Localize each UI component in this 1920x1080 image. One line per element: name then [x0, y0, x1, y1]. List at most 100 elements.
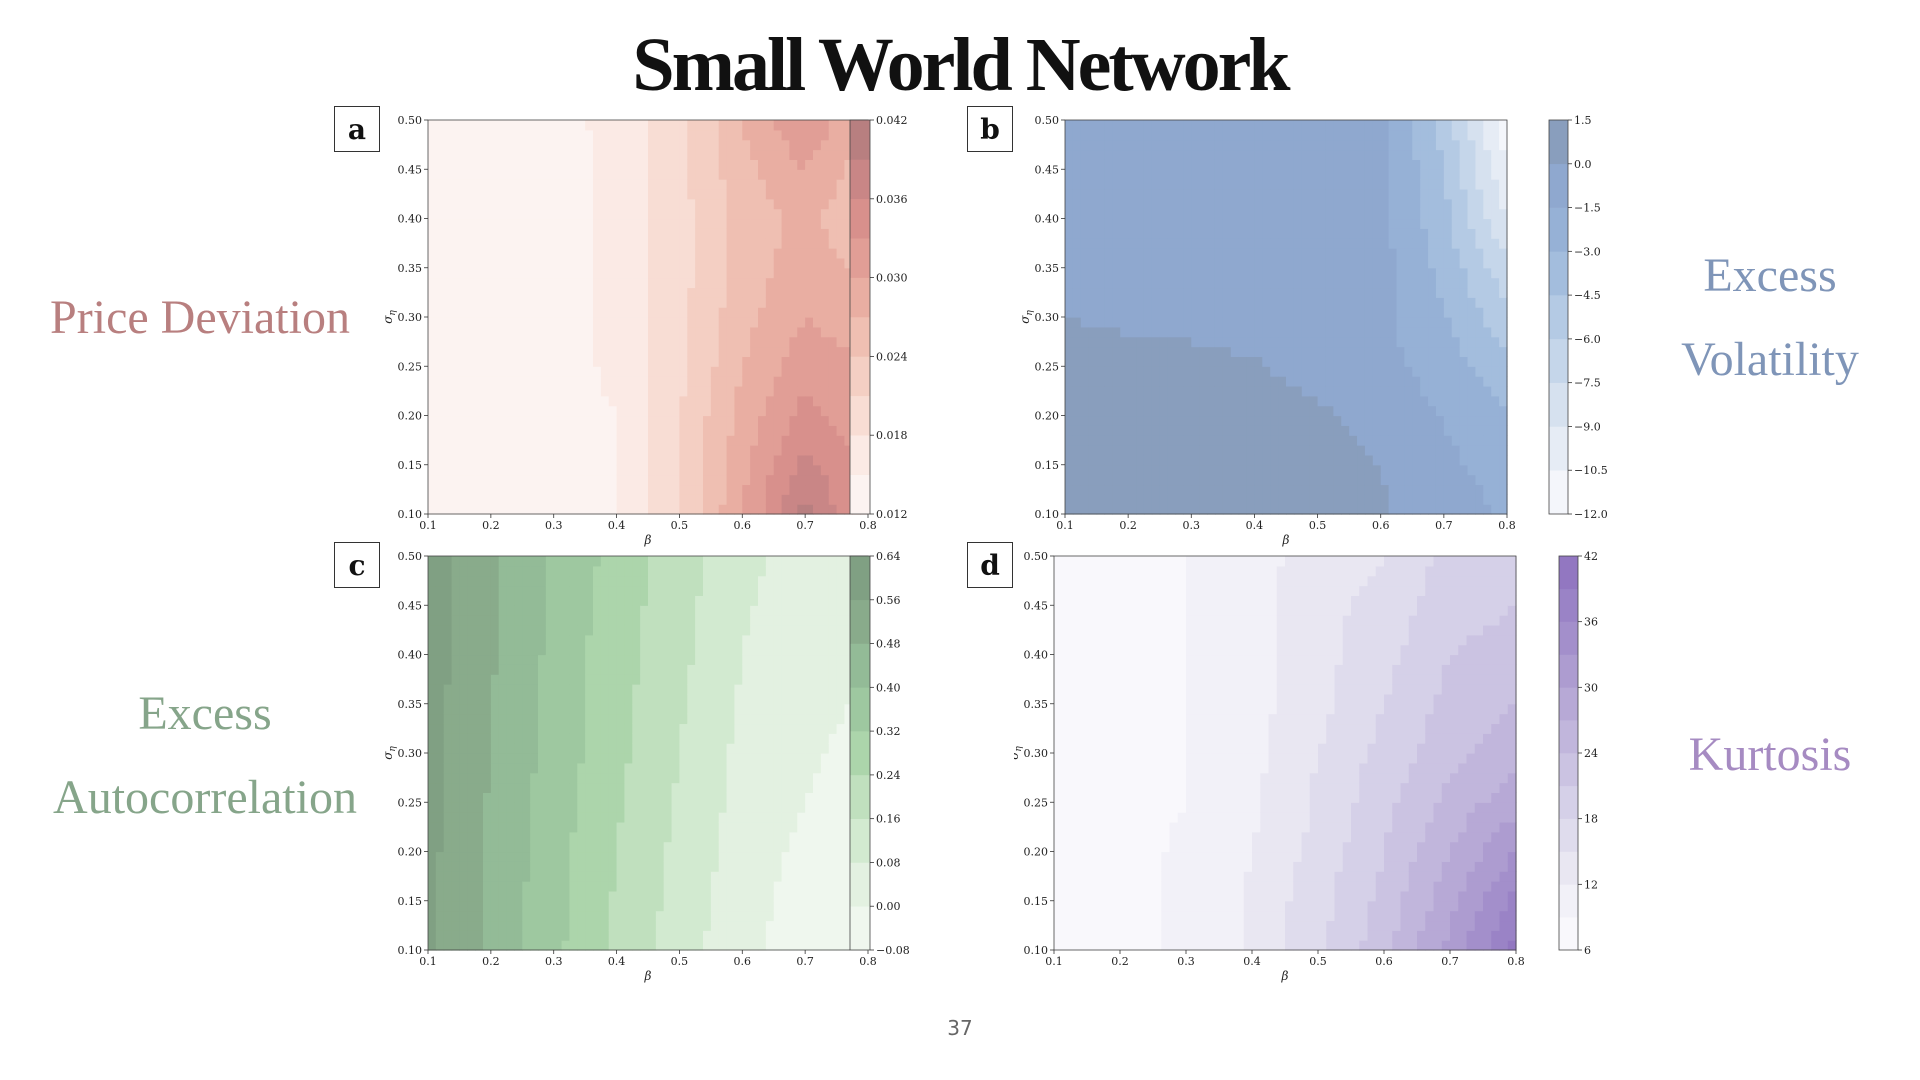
heatmap-cell: [1246, 405, 1256, 417]
heatmap-cell: [1183, 346, 1192, 357]
heatmap-cell: [1072, 248, 1082, 259]
heatmap-cell: [1214, 464, 1224, 476]
heatmap-cell: [1372, 474, 1382, 486]
heatmap-cell: [490, 565, 500, 577]
heatmap-cell: [435, 772, 445, 784]
heatmap-cell: [1270, 238, 1279, 249]
heatmap-cell: [1199, 198, 1208, 210]
heatmap-cell: [1191, 188, 1200, 200]
heatmap-cell: [1364, 179, 1374, 190]
heatmap-cell: [1372, 464, 1382, 476]
heatmap-cell: [443, 890, 453, 902]
heatmap-cell: [1443, 326, 1453, 338]
heatmap-cell: [428, 703, 437, 715]
heatmap-cell: [687, 228, 696, 239]
heatmap-cell: [467, 644, 476, 656]
heatmap-cell: [655, 405, 665, 417]
heatmap-cell: [1364, 267, 1374, 279]
heatmap-cell: [459, 415, 468, 426]
heatmap-cell: [1396, 415, 1405, 426]
heatmap-cell: [1262, 435, 1271, 446]
heatmap-cell: [1207, 435, 1216, 446]
heatmap-cell: [1199, 415, 1208, 426]
heatmap-cell: [750, 129, 759, 141]
heatmap-cell: [585, 425, 594, 436]
heatmap-cell: [1364, 356, 1374, 367]
heatmap-cell: [1136, 139, 1145, 151]
heatmap-cell: [1214, 248, 1224, 259]
heatmap-cell: [490, 861, 500, 872]
heatmap-cell: [538, 395, 547, 407]
heatmap-cell: [1128, 376, 1137, 387]
heatmap-cell: [1104, 248, 1113, 259]
heatmap-cell: [828, 129, 838, 141]
heatmap-cell: [435, 861, 445, 872]
heatmap-cell: [1104, 464, 1113, 476]
heatmap-cell: [734, 326, 743, 338]
heatmap-cell: [435, 366, 445, 377]
heatmap-cell: [545, 248, 555, 259]
heatmap-cell: [1104, 120, 1113, 131]
heatmap-cell: [1388, 425, 1398, 436]
heatmap-cell: [483, 218, 492, 229]
heatmap-cell: [475, 257, 484, 269]
heatmap-cell: [836, 454, 846, 466]
heatmap-cell: [1207, 129, 1216, 141]
heatmap-cell: [789, 248, 798, 259]
heatmap-cell: [718, 445, 728, 456]
heatmap-cell: [1435, 307, 1445, 318]
colorbar-swatch: [1549, 426, 1568, 471]
heatmap-cell: [710, 287, 720, 298]
heatmap-cell: [1286, 326, 1295, 338]
heatmap-cell: [1467, 307, 1477, 318]
heatmap-cell: [820, 129, 830, 141]
heatmap-cell: [742, 257, 751, 269]
heatmap-cell: [1428, 336, 1437, 348]
heatmap-cell: [1270, 287, 1279, 298]
heatmap-cell: [1499, 317, 1508, 328]
heatmap-cell: [1483, 188, 1492, 200]
heatmap-cell: [1412, 494, 1421, 505]
heatmap-cell: [789, 435, 798, 446]
heatmap-cell: [1380, 435, 1390, 446]
heatmap-cell: [1143, 238, 1153, 249]
heatmap-cell: [828, 257, 838, 269]
heatmap-cell: [1428, 326, 1437, 338]
heatmap-cell: [828, 336, 838, 348]
heatmap-cell: [1333, 307, 1342, 318]
heatmap-cell: [1475, 287, 1484, 298]
heatmap-cell: [1128, 405, 1137, 417]
heatmap-cell: [1120, 494, 1129, 505]
heatmap-cell: [608, 356, 618, 367]
heatmap-cell: [1404, 198, 1413, 210]
heatmap-cell: [765, 169, 775, 180]
heatmap-cell: [608, 179, 618, 190]
heatmap-cell: [435, 198, 445, 210]
heatmap-cell: [1443, 385, 1453, 397]
heatmap-cell: [1443, 188, 1453, 200]
heatmap-cell: [703, 257, 712, 269]
heatmap-cell: [467, 445, 476, 456]
heatmap-cell: [687, 415, 696, 426]
heatmap-cell: [1151, 366, 1161, 377]
heatmap-cell: [522, 346, 531, 357]
heatmap-cell: [600, 257, 610, 269]
heatmap-cell: [1333, 405, 1342, 417]
heatmap-cell: [655, 376, 665, 387]
heatmap-cell: [703, 435, 712, 446]
heatmap-cell: [1159, 218, 1169, 229]
heatmap-cell: [1420, 159, 1429, 170]
panel-letter-c: c: [334, 542, 380, 588]
heatmap-cell: [726, 336, 736, 348]
heatmap-cell: [435, 484, 445, 495]
heatmap-cell: [1396, 395, 1405, 407]
heatmap-cell: [435, 595, 445, 606]
heatmap-cell: [1341, 257, 1350, 269]
heatmap-cell: [1317, 129, 1327, 141]
heatmap-cell: [1262, 257, 1271, 269]
heatmap-cell: [1088, 464, 1098, 476]
heatmap-cell: [435, 585, 445, 596]
heatmap-cell: [758, 188, 767, 200]
heatmap-cell: [1222, 474, 1232, 486]
heatmap-cell: [459, 218, 468, 229]
